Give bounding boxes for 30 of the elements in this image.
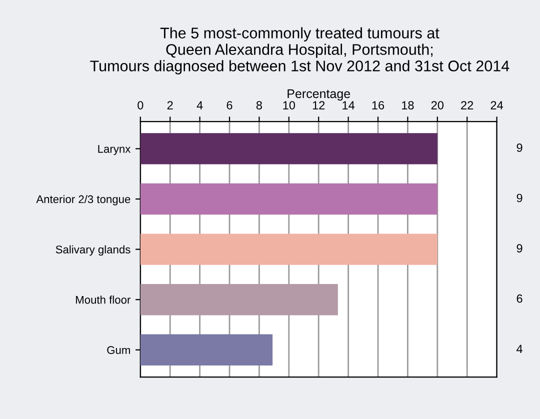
x-axis-title: Percentage [288, 89, 350, 101]
x-tick-label: 8 [256, 101, 262, 110]
x-tick-label: 12 [312, 101, 325, 110]
bar [140, 234, 438, 265]
bar [140, 133, 438, 164]
x-tick-label: 18 [402, 101, 414, 110]
text: 9 [516, 244, 522, 252]
x-tick-label: 4 [196, 101, 203, 110]
x-tick-label: 6 [226, 101, 232, 110]
bar [140, 284, 338, 316]
chart-title: The 5 most-commonly treated tumours at Queen Alexandra Hospital, Portsmouth; Tumours diagnosed between 1st Nov 2012 and 31st Oct 2014 [90, 27, 510, 74]
x-tick-label: 2 [167, 101, 173, 110]
x-tick-label: 14 [342, 101, 355, 110]
x-tick-label: 0 [138, 101, 144, 110]
text: 6 [516, 294, 522, 303]
x-tick-label: 10 [283, 101, 296, 110]
text: 9 [516, 194, 522, 202]
y-tick-label: Larynx [98, 145, 131, 156]
y-tick-label: Salivary glands [56, 245, 130, 256]
text: 4 [516, 344, 522, 353]
y-tick-label: Anterior 2/3 tongue [36, 194, 130, 206]
bar [140, 183, 438, 215]
x-tick-label: 24 [490, 101, 504, 110]
y-tick-label: Mouth floor [76, 296, 130, 304]
x-tick-label: 16 [372, 101, 384, 110]
x-tick-label: 22 [461, 101, 474, 110]
y-tick-label: Gum [107, 346, 130, 354]
text: 9 [516, 144, 522, 152]
bar [140, 334, 273, 366]
x-tick-label: 20 [431, 101, 444, 110]
